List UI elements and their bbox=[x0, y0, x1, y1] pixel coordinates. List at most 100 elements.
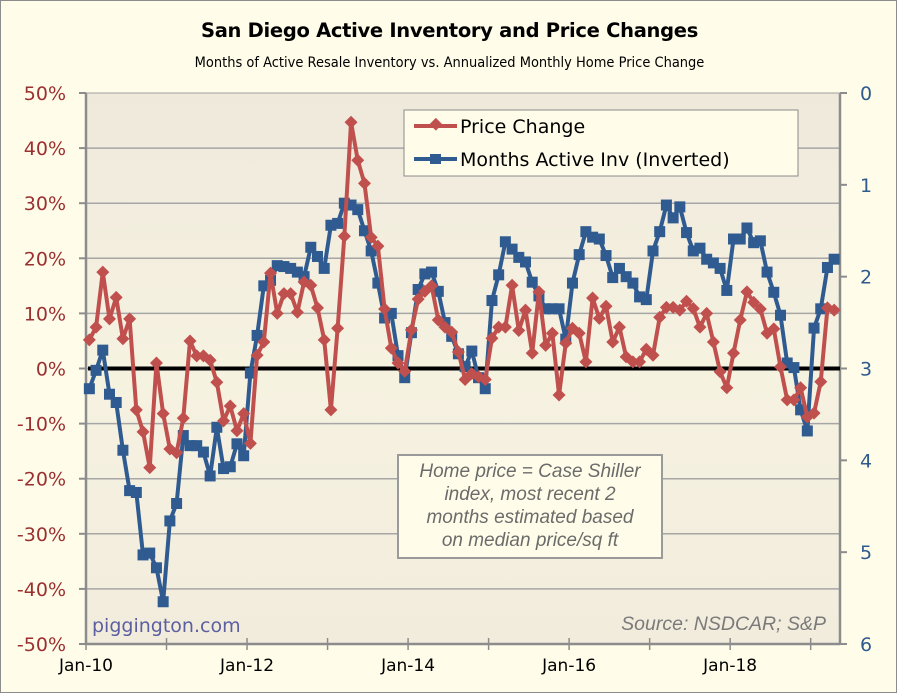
price-change-point bbox=[203, 353, 217, 367]
price-change-point bbox=[512, 323, 526, 337]
x-tick-label: Jan-12 bbox=[219, 656, 274, 676]
left-tick-label: -20% bbox=[17, 469, 66, 491]
months-inventory-point bbox=[694, 242, 706, 254]
months-inventory-point bbox=[654, 226, 666, 238]
months-inventory-point bbox=[184, 440, 196, 452]
price-change-point bbox=[149, 356, 163, 370]
months-inventory-point bbox=[137, 549, 149, 561]
months-inventory-point bbox=[238, 450, 250, 462]
months-inventory-point bbox=[426, 266, 438, 278]
legend-item-price-change: Price Change bbox=[414, 116, 585, 138]
months-inventory-point bbox=[412, 284, 424, 296]
price-change-point bbox=[257, 335, 271, 349]
price-change-point bbox=[767, 322, 781, 336]
price-change-point bbox=[237, 407, 251, 421]
months-inventory-point bbox=[573, 249, 585, 261]
months-inventory-point bbox=[372, 277, 384, 289]
right-tick-label: 4 bbox=[860, 450, 872, 472]
months-inventory-point bbox=[332, 217, 344, 229]
price-change-point bbox=[183, 334, 197, 348]
months-inventory-point bbox=[271, 260, 283, 272]
months-inventory-point bbox=[197, 446, 209, 458]
right-tick-label: 2 bbox=[860, 267, 872, 289]
months-inventory-point bbox=[734, 233, 746, 245]
right-tick-label: 5 bbox=[860, 542, 872, 564]
months-inventory-point bbox=[728, 233, 740, 245]
months-inventory-point bbox=[613, 262, 625, 274]
months-inventory-point bbox=[781, 357, 793, 369]
note-line-2: index, most recent 2 bbox=[444, 484, 616, 505]
price-change-point bbox=[156, 407, 170, 421]
months-inventory-point bbox=[90, 364, 102, 376]
months-inventory-point bbox=[667, 212, 679, 224]
price-change-point bbox=[170, 446, 184, 460]
months-inventory-point bbox=[627, 277, 639, 289]
months-inventory-point bbox=[607, 272, 619, 284]
months-inventory-point bbox=[808, 322, 820, 334]
price-change-point bbox=[659, 300, 673, 314]
watermark: piggington.com bbox=[92, 615, 241, 637]
left-tick-label: 50% bbox=[24, 83, 66, 105]
months-inventory-point bbox=[345, 199, 357, 211]
price-change-point bbox=[404, 323, 418, 337]
months-inventory-point bbox=[419, 268, 431, 280]
price-change-point bbox=[411, 292, 425, 306]
months-inventory-point bbox=[211, 421, 223, 433]
months-inventory-point bbox=[325, 219, 337, 231]
price-change-point bbox=[364, 230, 378, 244]
price-change-point bbox=[653, 310, 667, 324]
right-axis-ticks: 0 1 2 3 4 5 6 bbox=[840, 83, 872, 656]
price-change-point bbox=[579, 355, 593, 369]
left-tick-label: -40% bbox=[17, 579, 66, 601]
price-change-point bbox=[599, 299, 613, 313]
months-inventory-point bbox=[177, 430, 189, 442]
months-inventory-point bbox=[821, 261, 833, 273]
months-inventory-point bbox=[97, 344, 109, 356]
price-change-point bbox=[384, 341, 398, 355]
price-change-point bbox=[82, 333, 96, 347]
left-tick-label: -10% bbox=[17, 414, 66, 436]
price-change-point bbox=[277, 287, 291, 301]
months-inventory-point bbox=[291, 266, 303, 278]
price-change-point bbox=[592, 311, 606, 325]
months-inventory-point bbox=[540, 303, 552, 315]
left-tick-label: 0% bbox=[36, 359, 66, 381]
months-inventory-point bbox=[761, 266, 773, 278]
left-axis-ticks: 50% 40% 30% 20% 10% 0% -10% -20% -30% -40% -50% bbox=[17, 83, 86, 656]
x-tick-label: Jan-18 bbox=[702, 656, 757, 676]
price-change-point bbox=[324, 403, 338, 417]
left-tick-label: -30% bbox=[17, 524, 66, 546]
price-change-line bbox=[87, 120, 835, 470]
price-change-point bbox=[814, 375, 828, 389]
price-change-point bbox=[445, 325, 459, 339]
right-tick-label: 0 bbox=[860, 83, 872, 105]
months-inventory-point bbox=[285, 262, 297, 274]
months-inventory-point bbox=[600, 250, 612, 262]
months-inventory-point bbox=[553, 303, 565, 315]
months-inventory-point bbox=[191, 440, 203, 452]
months-inventory-point bbox=[526, 276, 538, 288]
months-inventory-point bbox=[231, 438, 243, 450]
price-change-point bbox=[351, 153, 365, 167]
price-change-point bbox=[807, 406, 821, 420]
price-change-point bbox=[344, 115, 358, 129]
months-inventory-point bbox=[681, 227, 693, 239]
months-inventory-point bbox=[311, 250, 323, 262]
price-change-point bbox=[753, 302, 767, 316]
price-change-point bbox=[337, 229, 351, 243]
months-inventory-point bbox=[459, 361, 471, 373]
months-inventory-point bbox=[828, 253, 840, 265]
months-inventory-point bbox=[768, 286, 780, 298]
months-inventory-point bbox=[493, 269, 505, 281]
months-inventory-point bbox=[224, 461, 236, 473]
price-change-point bbox=[780, 393, 794, 407]
months-inventory-point bbox=[318, 262, 330, 274]
legend-label-months-active-inv: Months Active Inv (Inverted) bbox=[460, 149, 730, 171]
months-inventory-point bbox=[754, 235, 766, 247]
price-change-point bbox=[143, 461, 157, 475]
months-inventory-point bbox=[486, 295, 498, 307]
x-tick-label: Jan-10 bbox=[58, 656, 113, 676]
price-change-point bbox=[109, 290, 123, 304]
price-change-point bbox=[136, 425, 150, 439]
